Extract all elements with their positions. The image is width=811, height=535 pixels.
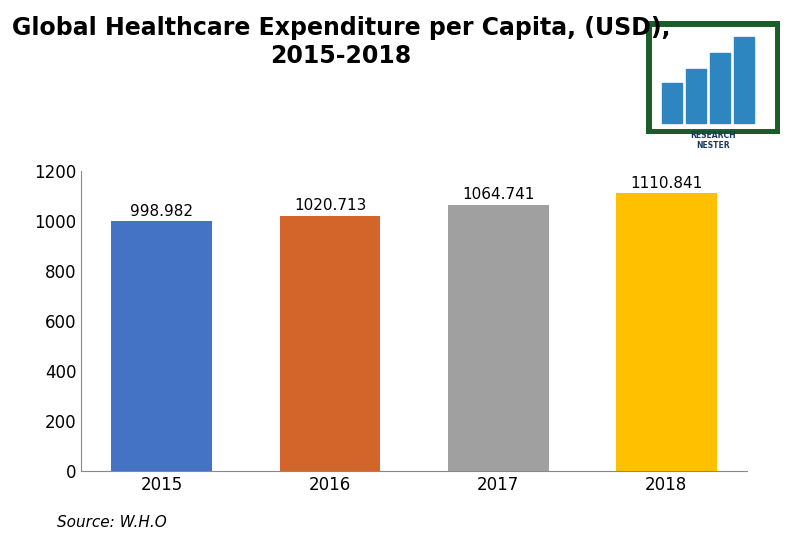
Text: 998.982: 998.982 — [131, 204, 193, 219]
Bar — [733, 37, 753, 123]
Text: 1020.713: 1020.713 — [294, 198, 366, 213]
Bar — [661, 83, 681, 123]
Bar — [615, 194, 716, 471]
Bar — [447, 205, 548, 471]
Text: RESEARCH
NESTER: RESEARCH NESTER — [689, 131, 735, 150]
FancyBboxPatch shape — [646, 23, 777, 132]
Text: Global Healthcare Expenditure per Capita, (USD),
2015-2018: Global Healthcare Expenditure per Capita… — [12, 16, 669, 68]
Text: Source: W.H.O: Source: W.H.O — [57, 515, 166, 530]
Text: 1110.841: 1110.841 — [629, 176, 702, 191]
Bar — [709, 53, 729, 123]
Bar — [111, 221, 212, 471]
Bar — [684, 68, 705, 123]
Text: 1064.741: 1064.741 — [461, 187, 534, 202]
Bar — [279, 216, 380, 471]
